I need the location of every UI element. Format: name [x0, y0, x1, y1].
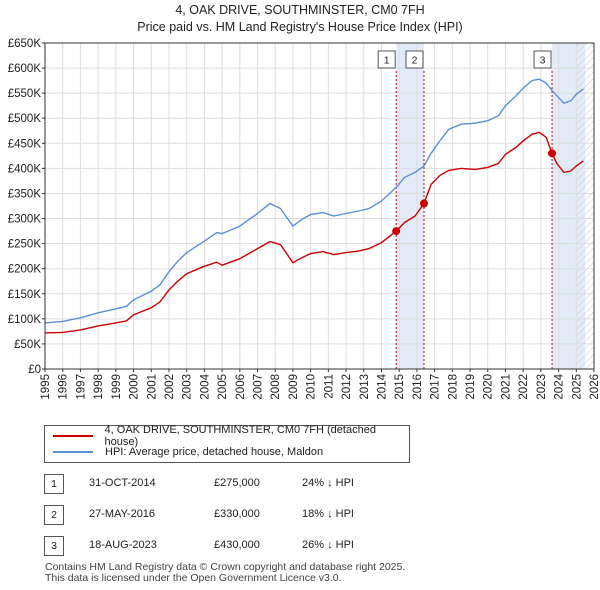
transaction-date: 31-OCT-2014: [89, 477, 156, 489]
transaction-number: 2: [44, 505, 64, 525]
marker-label: 1: [384, 55, 390, 67]
legend-swatch-hpi: [53, 451, 93, 453]
transaction-hpi-diff: 26% ↓ HPI: [302, 539, 354, 551]
x-tick-label: 2006: [235, 374, 247, 400]
y-tick-label: £550K: [8, 88, 42, 100]
chart-subtitle: Price paid vs. HM Land Registry's House …: [137, 20, 463, 34]
x-tick-label: 2013: [359, 374, 371, 400]
x-tick-label: 2007: [253, 374, 265, 400]
footer-copyright: Contains HM Land Registry data © Crown c…: [45, 561, 406, 573]
y-tick-label: £50K: [14, 339, 41, 351]
legend-item-property: 4, OAK DRIVE, SOUTHMINSTER, CM0 7FH (det…: [53, 424, 409, 448]
x-tick-label: 2005: [217, 374, 229, 400]
chart-title: 4, OAK DRIVE, SOUTHMINSTER, CM0 7FH: [175, 3, 425, 17]
sale-point: [392, 227, 401, 236]
x-tick-label: 2009: [288, 374, 300, 400]
marker-label-box: [533, 50, 552, 69]
marker-label: 2: [412, 55, 418, 67]
x-tick-label: 2023: [536, 374, 548, 400]
transaction-date: 18-AUG-2023: [89, 539, 157, 551]
legend-label-property: 4, OAK DRIVE, SOUTHMINSTER, CM0 7FH (det…: [104, 424, 376, 448]
series-line-property: [44, 131, 584, 334]
x-tick-label: 2017: [430, 374, 442, 400]
x-tick-label: 1998: [93, 374, 105, 400]
sale-point: [548, 149, 557, 158]
transaction-price: £275,000: [214, 477, 260, 489]
x-tick-label: 2021: [500, 374, 512, 400]
y-tick-label: £0: [28, 364, 41, 376]
y-tick-label: £650K: [8, 38, 42, 50]
future-hatch: [576, 43, 594, 369]
x-tick-label: 2001: [146, 374, 158, 400]
x-tick-label: 2002: [164, 374, 176, 400]
x-tick-label: 2012: [341, 374, 353, 400]
x-tick-label: 2016: [412, 374, 424, 400]
x-tick-label: 2014: [376, 373, 388, 399]
x-tick-label: 2020: [483, 374, 495, 400]
sale-point: [419, 199, 428, 208]
x-tick-label: 1996: [58, 374, 70, 400]
plot-border: [44, 42, 595, 370]
legend-label-hpi: HPI: Average price, detached house, Mald…: [105, 446, 324, 458]
x-tick-label: 2019: [465, 374, 477, 400]
transaction-price: £430,000: [214, 539, 260, 551]
x-tick-label: 1997: [75, 374, 87, 400]
series-line-hpi: [44, 78, 584, 324]
x-tick-label: 2022: [518, 374, 530, 400]
transaction-row: 1 31-OCT-2014 £275,000 24% ↓ HPI: [44, 474, 544, 494]
x-tick-label: 2000: [129, 374, 141, 400]
transaction-date: 27-MAY-2016: [89, 508, 156, 520]
transaction-row: 2 27-MAY-2016 £330,000 18% ↓ HPI: [44, 505, 544, 525]
y-tick-label: £150K: [8, 289, 42, 301]
x-tick-label: 2018: [447, 374, 459, 400]
marker-label: 3: [540, 55, 546, 67]
y-tick-label: £350K: [8, 188, 42, 200]
transaction-row: 3 18-AUG-2023 £430,000 26% ↓ HPI: [44, 536, 544, 556]
x-tick-label: 2011: [323, 374, 335, 399]
x-tick-label: 2003: [182, 374, 194, 400]
footer-licence: This data is licensed under the Open Gov…: [45, 572, 342, 584]
y-tick-label: £400K: [8, 163, 42, 175]
y-tick-label: £100K: [8, 314, 42, 326]
transaction-price: £330,000: [214, 508, 260, 520]
x-tick-label: 2015: [394, 374, 406, 400]
marker-label-box: [377, 50, 396, 69]
x-tick-label: 2024: [554, 373, 566, 399]
transaction-hpi-diff: 18% ↓ HPI: [302, 508, 354, 520]
transaction-number: 3: [44, 536, 64, 556]
y-tick-label: £600K: [8, 63, 42, 75]
y-tick-label: £200K: [8, 264, 42, 276]
x-tick-label: 2004: [199, 373, 211, 399]
plot-area: [45, 43, 594, 369]
x-tick-label: 2008: [270, 374, 282, 400]
legend-swatch-property: [53, 435, 93, 437]
transaction-hpi-diff: 24% ↓ HPI: [302, 477, 354, 489]
y-tick-label: £450K: [8, 138, 42, 150]
y-tick-label: £250K: [8, 239, 42, 251]
x-tick-label: 1995: [40, 374, 52, 400]
y-tick-label: £500K: [8, 113, 42, 125]
transaction-number: 1: [44, 474, 64, 494]
x-tick-label: 2025: [571, 374, 583, 400]
price-chart: 1 2 3 £0 £50K £100K £150K £200K £250K £300K £350K £…: [8, 38, 600, 400]
marker-label-box: [405, 50, 424, 69]
shaded-period: [396, 43, 424, 369]
x-tick-label: 1999: [111, 374, 123, 400]
chart-legend: 4, OAK DRIVE, SOUTHMINSTER, CM0 7FH (det…: [44, 424, 410, 463]
y-tick-label: £300K: [8, 214, 42, 226]
x-tick-label: 2026: [589, 374, 600, 400]
x-tick-label: 2010: [306, 374, 318, 400]
legend-item-hpi: HPI: Average price, detached house, Mald…: [53, 445, 323, 459]
